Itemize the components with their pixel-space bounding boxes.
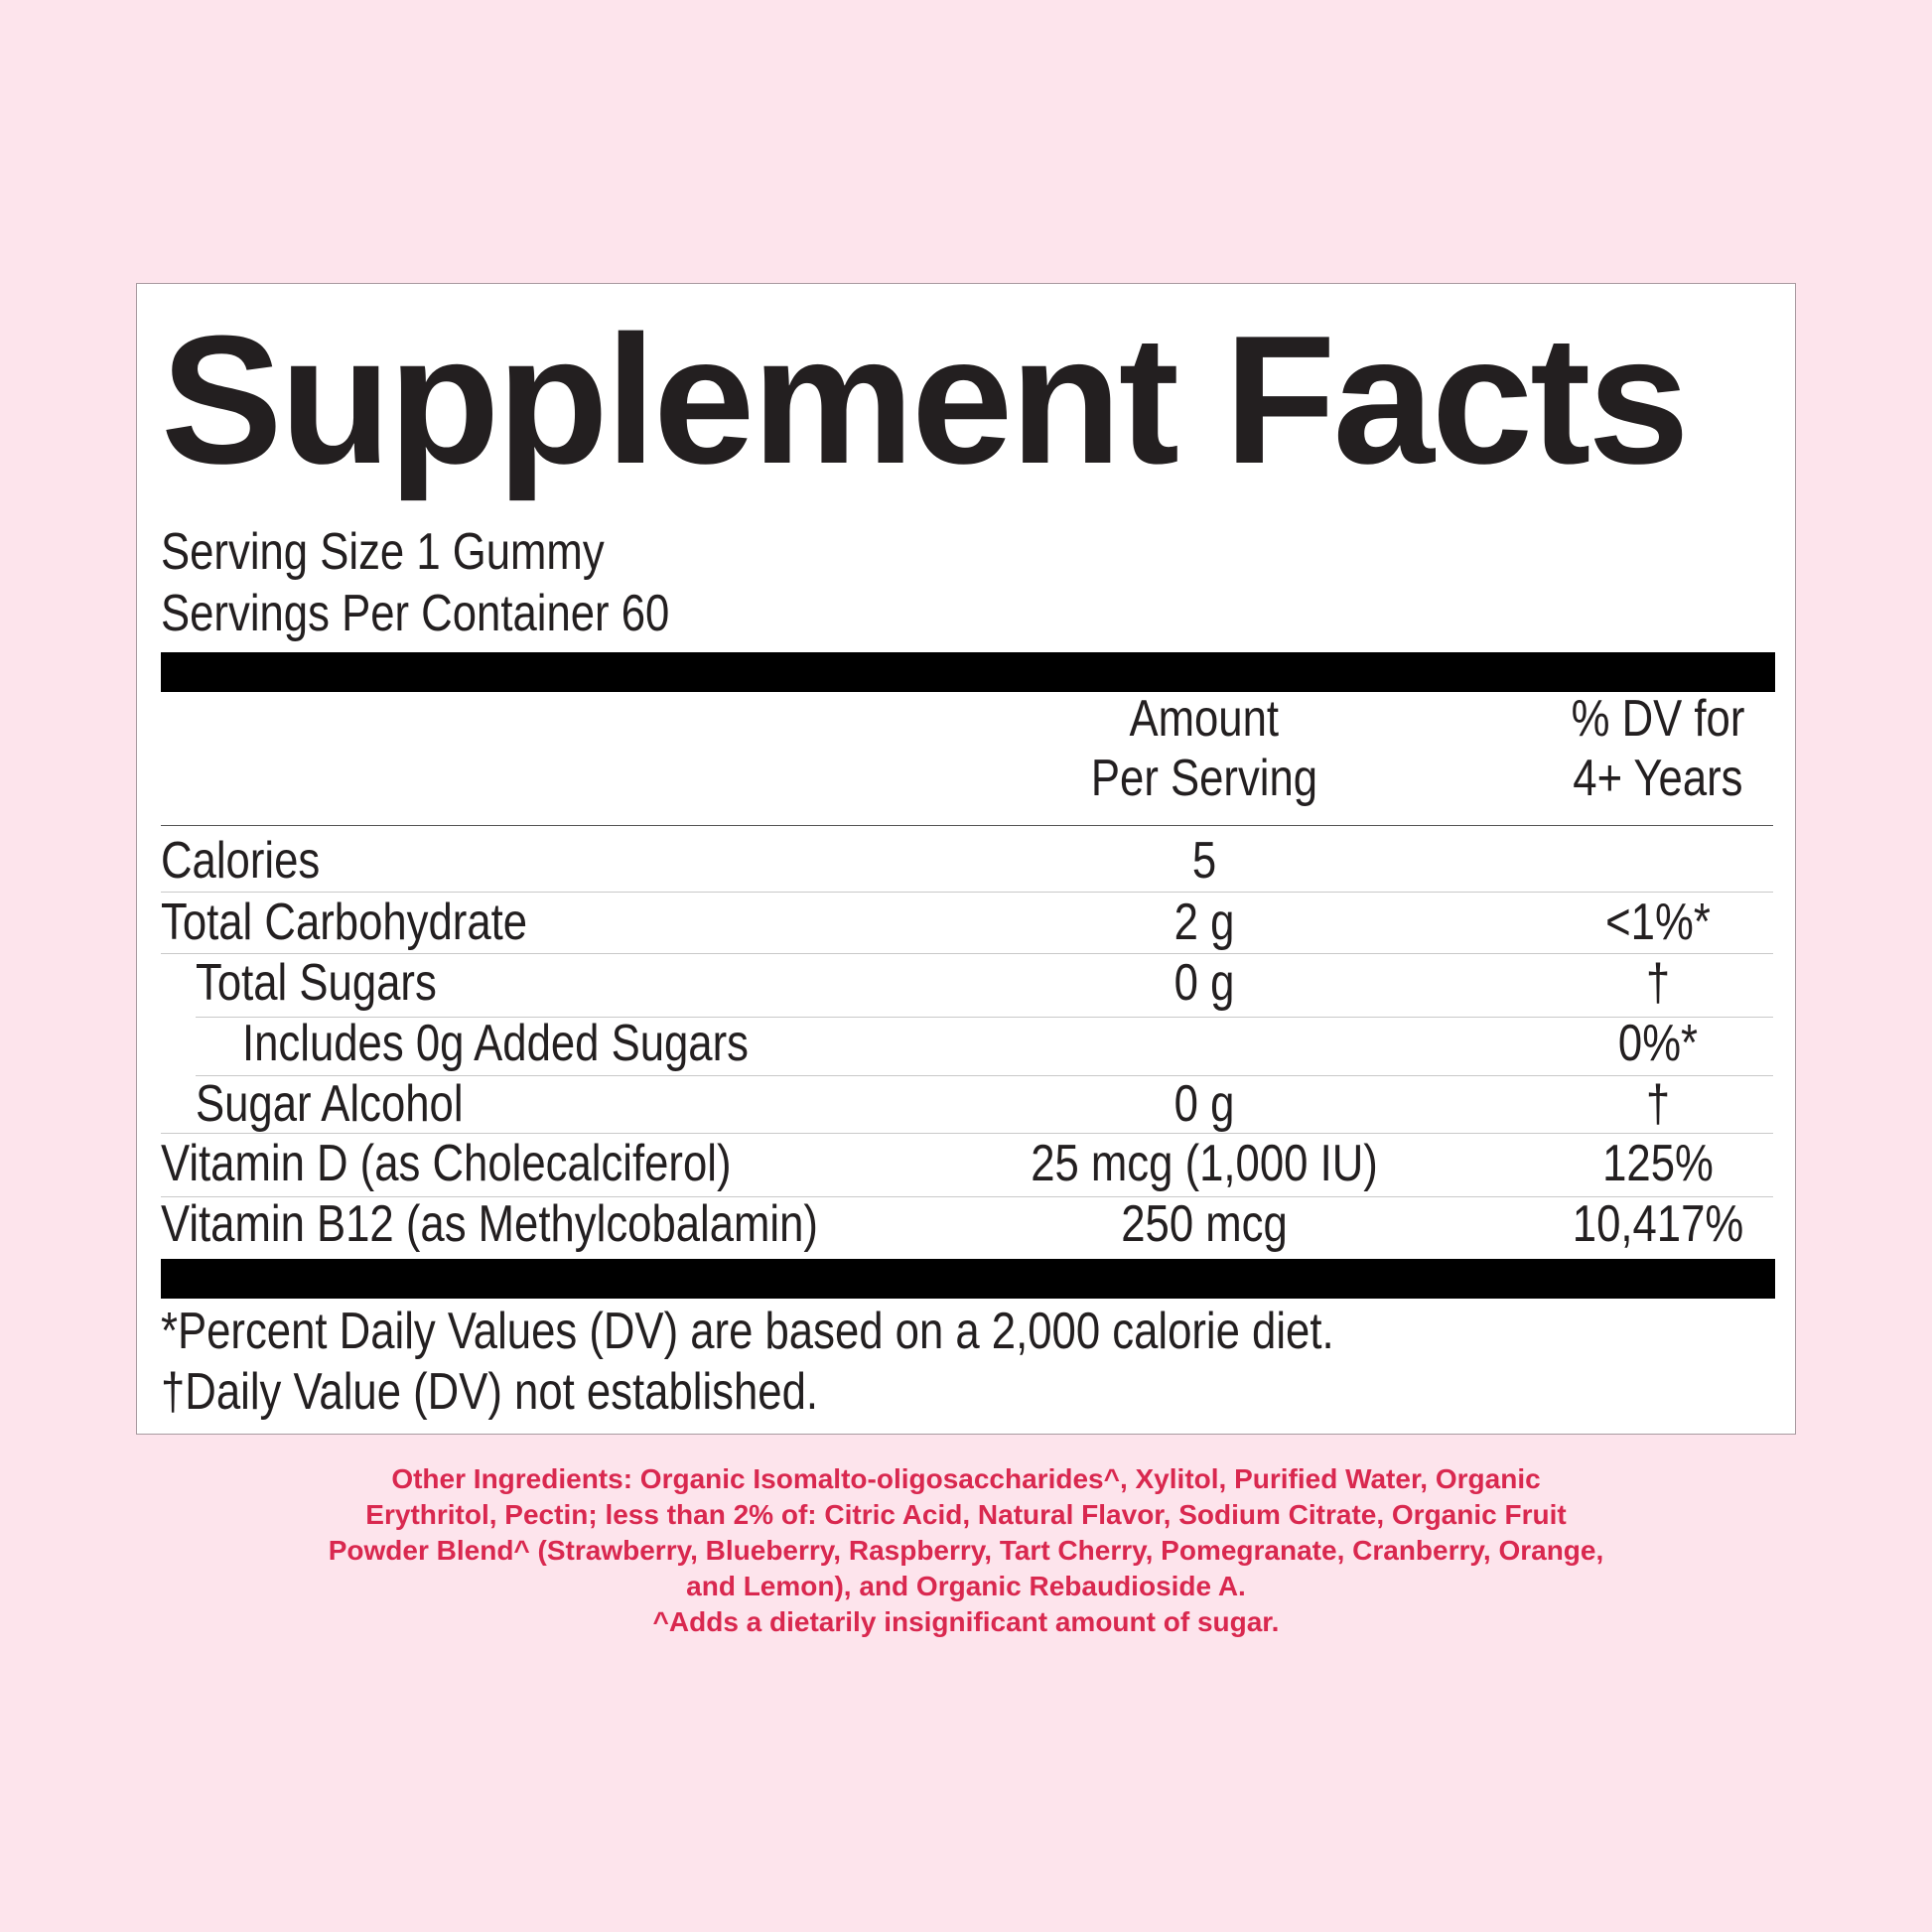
- nutrient-name: Vitamin B12 (as Methylcobalamin): [161, 1195, 818, 1253]
- nutrient-amount: 250 mcg: [1121, 1195, 1288, 1253]
- nutrient-name: Total Carbohydrate: [161, 894, 528, 951]
- ingredients-line: Other Ingredients: Organic Isomalto-olig…: [391, 1463, 1541, 1494]
- sugar-note: ^Adds a dietarily insignificant amount o…: [652, 1606, 1280, 1637]
- nutrient-name: Sugar Alcohol: [196, 1075, 464, 1133]
- thick-divider-bottom: [161, 1259, 1775, 1299]
- nutrient-amount: 2 g: [1173, 894, 1235, 951]
- nutrient-name: Total Sugars: [196, 954, 437, 1012]
- dv-header: % DV for 4+ Years: [1571, 690, 1745, 807]
- row-divider: [196, 1017, 1773, 1018]
- row-divider: [161, 892, 1773, 893]
- serving-size: Serving Size 1 Gummy: [161, 523, 605, 581]
- nutrient-dv: <1%*: [1605, 894, 1711, 951]
- supplement-facts-panel: Supplement Facts Serving Size 1 Gummy Se…: [136, 283, 1796, 1435]
- nutrient-name: Calories: [161, 832, 321, 890]
- nutrient-amount: 0 g: [1173, 1075, 1235, 1133]
- ingredients-line: Powder Blend^ (Strawberry, Blueberry, Ra…: [328, 1535, 1604, 1566]
- nutrient-dv: 10,417%: [1572, 1195, 1744, 1253]
- other-ingredients: Other Ingredients: Organic Isomalto-olig…: [0, 1461, 1932, 1640]
- nutrient-amount: 25 mcg (1,000 IU): [1031, 1135, 1378, 1192]
- panel-title: Supplement Facts: [161, 297, 1690, 501]
- ingredients-line: Erythritol, Pectin; less than 2% of: Cit…: [365, 1499, 1567, 1530]
- row-divider: [161, 1133, 1773, 1134]
- amount-header: Amount Per Serving: [1090, 690, 1318, 807]
- nutrient-name: Includes 0g Added Sugars: [242, 1015, 749, 1072]
- footnote-dv: *Percent Daily Values (DV) are based on …: [161, 1303, 1334, 1360]
- nutrient-dv: †: [1645, 1075, 1671, 1133]
- nutrient-name: Vitamin D (as Cholecalciferol): [161, 1135, 732, 1192]
- footnote-dagger: †Daily Value (DV) not established.: [161, 1363, 819, 1421]
- nutrient-dv: †: [1645, 954, 1671, 1012]
- thick-divider-top: [161, 652, 1775, 692]
- servings-per-container: Servings Per Container 60: [161, 585, 670, 642]
- row-divider: [196, 1075, 1773, 1076]
- row-divider: [161, 953, 1773, 954]
- nutrient-dv: 125%: [1602, 1135, 1714, 1192]
- nutrient-amount: 0 g: [1173, 954, 1235, 1012]
- header-divider: [161, 825, 1773, 826]
- row-divider: [161, 1196, 1773, 1197]
- ingredients-line: and Lemon), and Organic Rebaudioside A.: [686, 1571, 1246, 1601]
- nutrient-amount: 5: [1191, 832, 1217, 890]
- nutrient-dv: 0%*: [1617, 1015, 1699, 1072]
